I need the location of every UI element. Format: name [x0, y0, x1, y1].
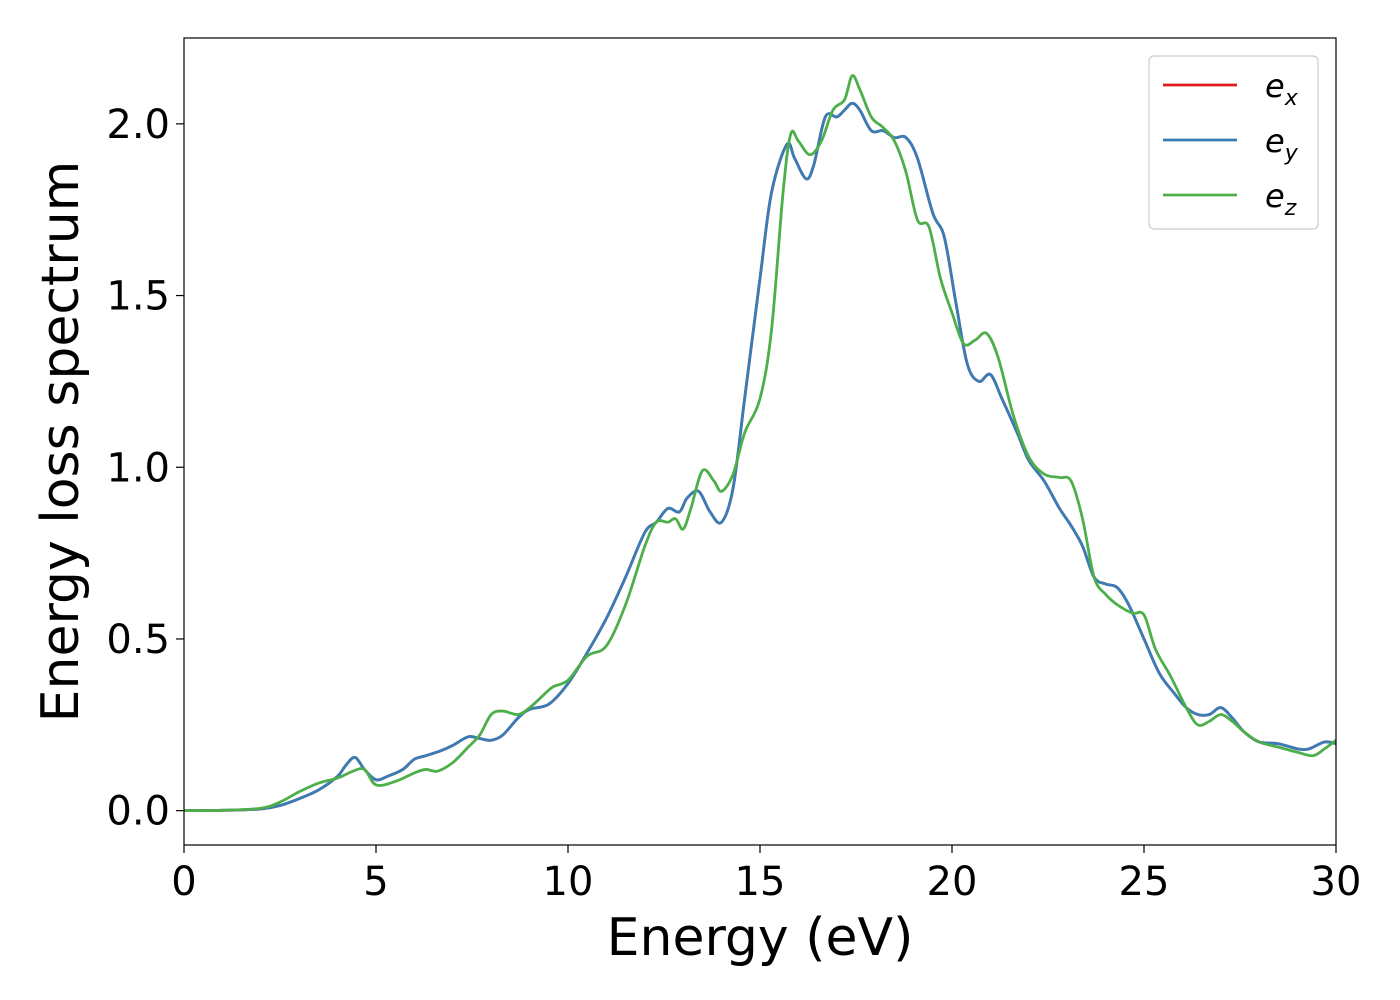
x-axis-title: Energy (eV) — [607, 908, 914, 968]
series-layer — [184, 74, 1336, 813]
x-tick-label: 15 — [735, 859, 786, 905]
legend: ex ey ez — [1148, 55, 1319, 230]
x-tick-label: 25 — [1119, 859, 1170, 905]
y-tick-label: 2.0 — [106, 102, 170, 148]
y-axis-title: Energy loss spectrum — [31, 161, 91, 723]
legend-label: ey — [1265, 122, 1299, 166]
y-tick-label: 0.0 — [106, 789, 170, 835]
x-tick-label: 0 — [171, 859, 196, 905]
tick-layer: 0 5 10 15 20 25 30 0.0 0.5 1.0 1.5 2.0 — [106, 102, 1361, 905]
x-tick-label: 5 — [363, 859, 388, 905]
series-line-e-y — [184, 101, 1336, 813]
y-tick-label: 0.5 — [106, 617, 170, 663]
y-tick-label: 1.5 — [106, 274, 170, 320]
x-tick-label: 20 — [927, 859, 978, 905]
series-line-e-z — [184, 74, 1336, 813]
legend-box — [1148, 55, 1319, 230]
x-tick-label: 10 — [543, 859, 594, 905]
legend-label: ex — [1265, 67, 1299, 111]
legend-label: ez — [1265, 177, 1297, 221]
x-tick-label: 30 — [1311, 859, 1362, 905]
y-tick-label: 1.0 — [106, 445, 170, 491]
